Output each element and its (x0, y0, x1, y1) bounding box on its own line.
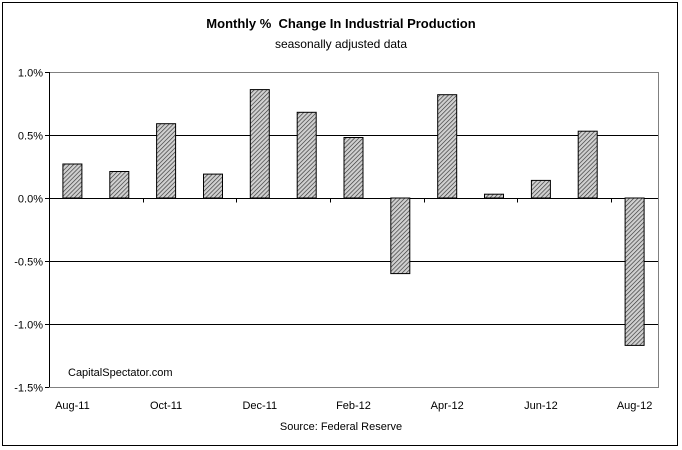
bar-jan-12 (296, 111, 317, 199)
bar-feb-12 (343, 137, 364, 199)
x-tick-label: Jun-12 (524, 400, 558, 412)
y-tick-label: 0.5% (18, 131, 43, 143)
y-tick-label: 1.0% (18, 68, 43, 80)
bar-aug-11 (62, 163, 83, 199)
bar-apr-12 (437, 94, 458, 199)
watermark-text: CapitalSpectator.com (68, 367, 173, 379)
bar-oct-11 (156, 123, 177, 199)
x-tick-label: Apr-12 (431, 400, 464, 412)
x-tick-label: Dec-11 (242, 400, 277, 412)
bar-jun-12 (530, 179, 551, 199)
chart-frame (2, 2, 678, 446)
x-tick-label: Feb-12 (336, 400, 371, 412)
bar-jul-12 (577, 130, 598, 199)
y-tick-label: -1.5% (14, 383, 43, 395)
bar-may-12 (484, 193, 504, 199)
plot-area-border (49, 72, 659, 388)
bar-dec-11 (249, 89, 270, 199)
x-tick-label: Oct-11 (150, 400, 182, 412)
x-tick-label: Aug-12 (617, 400, 652, 412)
x-tick-label: Aug-11 (55, 400, 90, 412)
y-tick-label: -1.0% (14, 320, 43, 332)
chart-subtitle: seasonally adjusted data (274, 37, 408, 51)
y-tick-label: -0.5% (14, 257, 43, 269)
bar-aug-12 (624, 197, 645, 346)
bars (62, 89, 645, 346)
bar-sep-11 (109, 171, 130, 199)
y-tick-label: 0.0% (18, 194, 43, 206)
chart-title: Monthly % Change In Industrial Productio… (206, 16, 476, 31)
bar-nov-11 (203, 173, 223, 199)
chart-source: Source: Federal Reserve (279, 421, 403, 433)
bar-mar-12 (390, 197, 411, 275)
axes: 1.0% 0.5% 0.0% -0.5% -1.0% -1.5% Aug-11 Oct-11 D… (14, 68, 652, 413)
